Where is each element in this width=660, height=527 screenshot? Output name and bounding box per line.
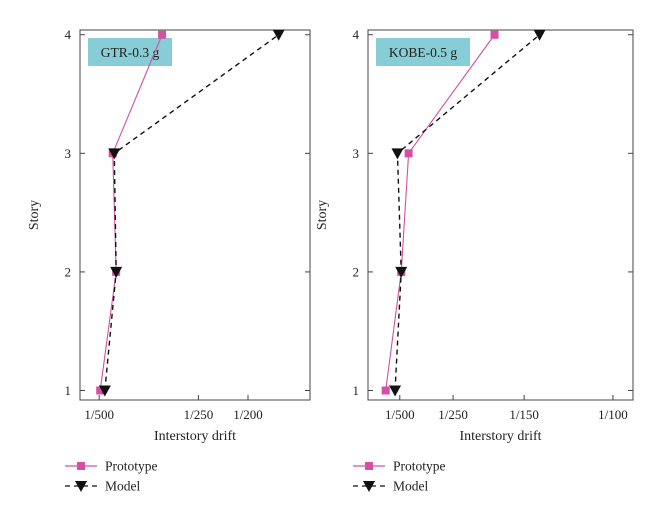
panel2-x-tick-label: 1/150: [509, 407, 539, 422]
panel1-legend-model-label: Model: [105, 479, 140, 494]
panel1-case-label: GTR-0.3 g: [101, 45, 160, 60]
panel2-x-axis-title: Interstory drift: [459, 429, 541, 444]
panel2-model-marker: [533, 29, 546, 41]
panel1-case-label-box: [88, 38, 172, 66]
panel1-y-tick-label: 1: [65, 383, 72, 398]
panel1-y-tick-label: 2: [65, 264, 72, 279]
panel1-model-line: [104, 34, 280, 391]
panel2-legend-model-label: Model: [393, 479, 428, 494]
panel2-legend-model-marker: [363, 481, 375, 492]
panel1-legend-prototype-label: Prototype: [105, 459, 158, 474]
panel1-prototype-marker: [158, 30, 167, 39]
panel2-legend-prototype-label: Prototype: [393, 459, 446, 474]
panel1-x-tick-label: 1/250: [184, 407, 214, 422]
panel2-case-label: KOBE-0.5 g: [389, 45, 457, 60]
panel2-x-tick-label: 1/500: [385, 407, 415, 422]
panel2-y-tick-label: 3: [353, 146, 360, 161]
panel2-x-tick-label: 1/250: [438, 407, 468, 422]
panel1-legend-model-marker: [75, 481, 87, 492]
panel2-y-tick-label: 4: [353, 27, 360, 42]
panel2-y-tick-label: 2: [353, 264, 360, 279]
panel1-plot-frame: [79, 29, 311, 401]
panel1-model-marker: [272, 29, 285, 41]
panel2-case-label-box: [376, 38, 470, 66]
panel2-legend-prototype-marker: [365, 462, 373, 470]
panel1-model-marker: [108, 148, 121, 160]
panel2-prototype-marker: [404, 149, 413, 158]
panel2-model-marker: [395, 266, 408, 278]
panel1-x-axis-title: Interstory drift: [154, 429, 236, 444]
panel1-x-tick-label: 1/500: [84, 407, 114, 422]
panel2-plot-frame: [367, 29, 634, 401]
panel1-legend-prototype-marker: [77, 462, 85, 470]
panel1-y-tick-label: 4: [65, 27, 72, 42]
panel2-model-marker: [391, 148, 404, 160]
panel2-prototype-marker: [381, 386, 390, 395]
panel2-y-tick-label: 1: [353, 383, 360, 398]
panel1-y-axis-title: Story: [27, 200, 42, 230]
panel1-prototype-line: [99, 34, 163, 391]
panel1-prototype-marker: [96, 386, 105, 395]
panel1-x-tick-label: 1/200: [233, 407, 263, 422]
panel1-model-marker: [98, 385, 111, 397]
panel2-prototype-line: [385, 34, 495, 391]
panel1-model-marker: [110, 266, 123, 278]
panel2-model-marker: [389, 385, 402, 397]
panel2-y-axis-title: Story: [315, 200, 330, 230]
panel2-model-line: [394, 34, 541, 391]
panel2-prototype-marker: [490, 30, 499, 39]
panel2-x-tick-label: 1/100: [598, 407, 628, 422]
panel1-y-tick-label: 3: [65, 146, 72, 161]
